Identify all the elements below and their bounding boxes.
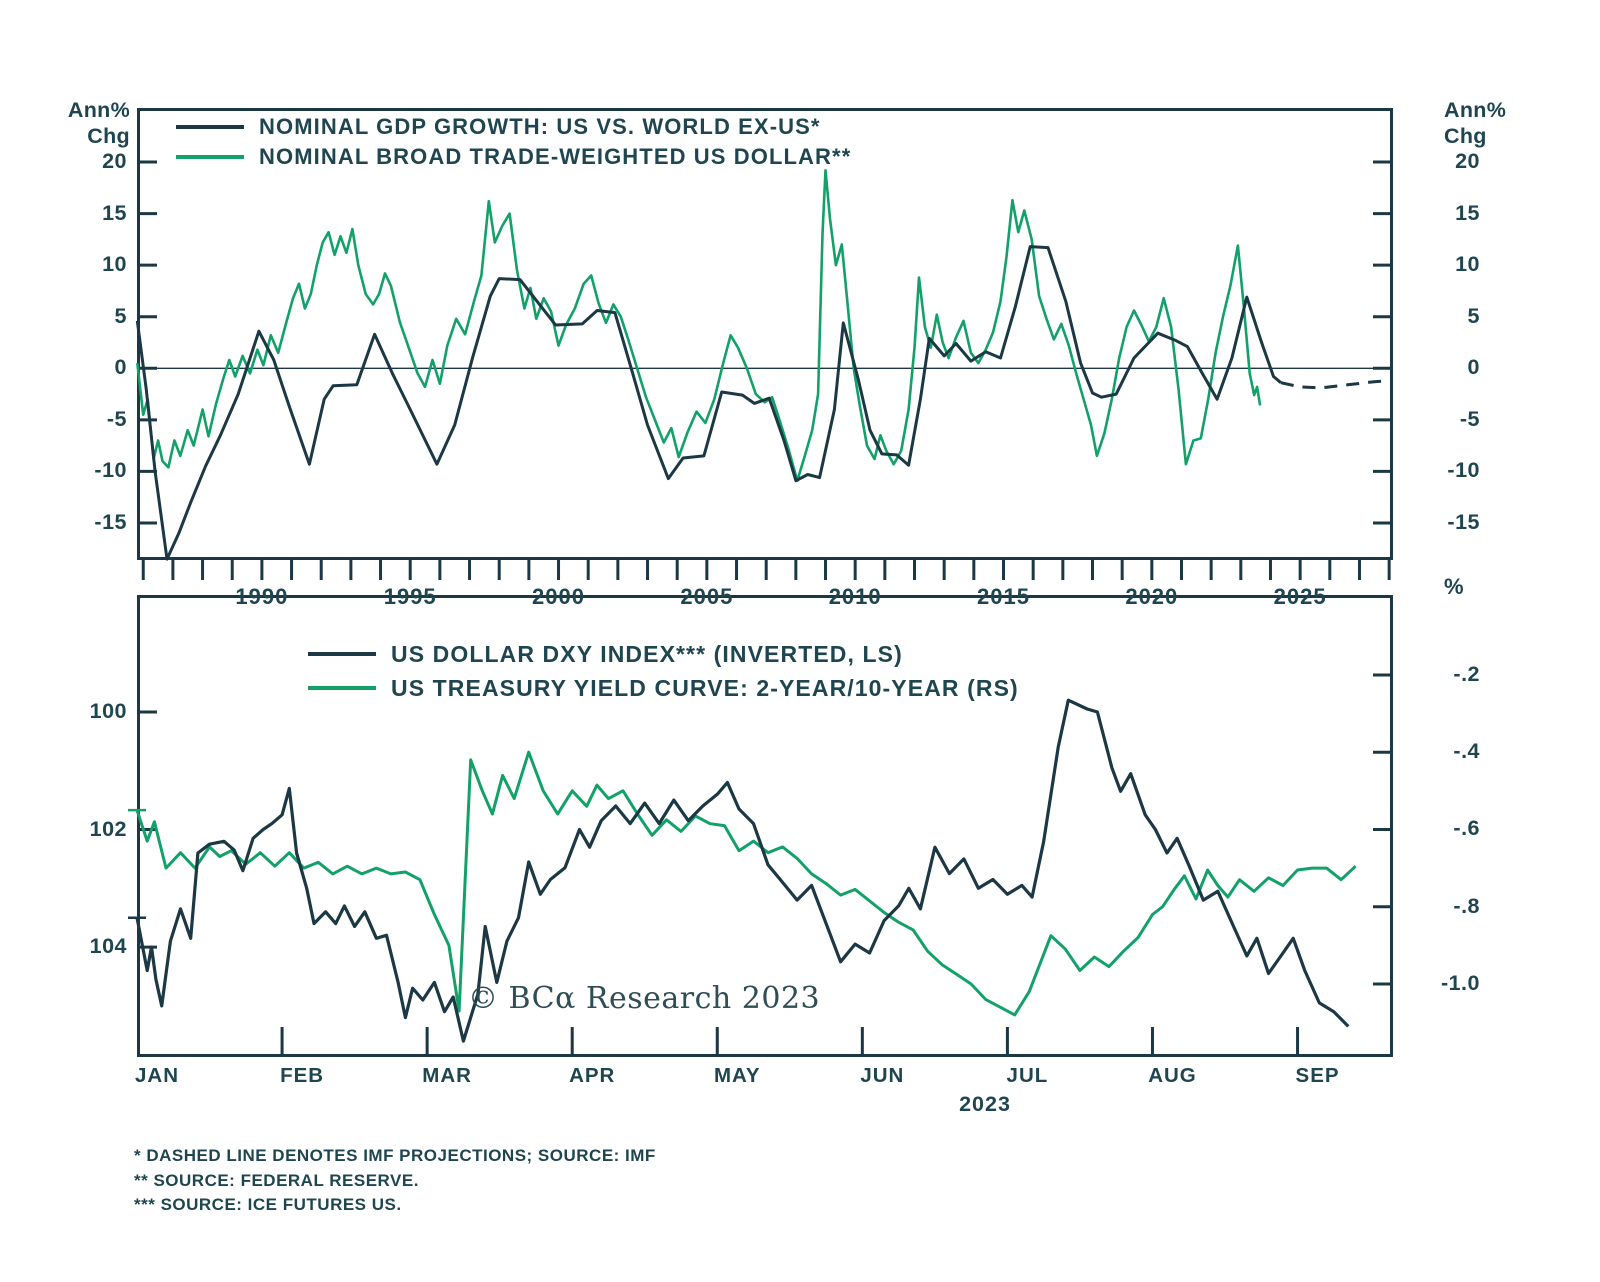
legend-item: NOMINAL BROAD TRADE-WEIGHTED US DOLLAR** [176, 142, 851, 172]
bottom-chart-svg [128, 595, 1393, 1057]
legend-label: NOMINAL GDP GROWTH: US VS. WORLD EX-US* [259, 114, 821, 139]
tick-label: 5 [1467, 303, 1480, 328]
tick-label: MAY [713, 1064, 761, 1087]
tick-label: -10 [94, 458, 127, 483]
legend-item: US TREASURY YIELD CURVE: 2-YEAR/10-YEAR … [308, 671, 1019, 705]
legend-item: NOMINAL GDP GROWTH: US VS. WORLD EX-US* [176, 112, 851, 142]
dollar-line-swatch [176, 155, 244, 159]
tick-label: -.2 [1453, 661, 1480, 686]
tick-label: 0 [1467, 355, 1480, 380]
footnote-line: * DASHED LINE DENOTES IMF PROJECTIONS; S… [134, 1146, 656, 1165]
tick-label: -1.0 [1440, 970, 1480, 995]
tick-label: AUG [1148, 1064, 1197, 1087]
tick-label: 2010 [828, 584, 882, 609]
top-legend: NOMINAL GDP GROWTH: US VS. WORLD EX-US* … [176, 112, 851, 172]
footnote-line: ** SOURCE: FEDERAL RESERVE. [134, 1170, 419, 1190]
tick-label: 2025 [1273, 584, 1327, 609]
tick-label: SEP [1295, 1064, 1340, 1087]
tick-label: -.6 [1453, 816, 1480, 841]
tick-label: 2015 [977, 584, 1030, 609]
copyright-text: © BCα Research 2023 [468, 981, 821, 1016]
tick-label: JUL [1006, 1064, 1049, 1087]
tick-label: 15 [102, 200, 127, 225]
tick-label: 104 [89, 934, 127, 959]
tick-label: -.8 [1453, 893, 1480, 918]
axis-unit-line: Chg [87, 124, 130, 148]
legend-label: US TREASURY YIELD CURVE: 2-YEAR/10-YEAR … [391, 674, 1019, 701]
tick-label: 20 [102, 149, 127, 174]
legend-item: US DOLLAR DXY INDEX*** (INVERTED, LS) [308, 637, 1019, 671]
tick-label: APR [569, 1064, 616, 1087]
tick-label: MAR [422, 1064, 472, 1087]
bottom-right-axis-unit: % [1444, 574, 1464, 599]
tick-label: FEB [280, 1064, 325, 1087]
axis-unit-top-right: Ann% Chg [1444, 97, 1506, 149]
tick-label: 0 [114, 355, 127, 380]
tick-label: -15 [94, 509, 127, 534]
gdp-line-swatch [176, 125, 244, 129]
tick-label: 10 [102, 252, 127, 277]
bottom-legend: US DOLLAR DXY INDEX*** (INVERTED, LS) US… [308, 637, 1019, 705]
legend-label: US DOLLAR DXY INDEX*** (INVERTED, LS) [391, 640, 903, 667]
tick-label: 2020 [1125, 584, 1179, 609]
tick-label: JUN [860, 1064, 905, 1087]
x-axis-year-label: 2023 [959, 1092, 1011, 1116]
footnotes: * DASHED LINE DENOTES IMF PROJECTIONS; S… [134, 1144, 656, 1218]
tick-label: 2005 [680, 584, 734, 609]
axis-unit-line: Chg [1444, 124, 1487, 148]
tick-label: 15 [1455, 200, 1480, 225]
tick-label: JAN [135, 1064, 180, 1087]
yield-curve-line-swatch [308, 686, 376, 690]
tick-label: -10 [1447, 458, 1480, 483]
tick-label: 1990 [235, 584, 289, 609]
dxy-line-swatch [308, 652, 376, 656]
tick-label: -15 [1447, 509, 1480, 534]
top-chart-svg [135, 108, 1393, 580]
tick-label: -.4 [1453, 739, 1480, 764]
footnote-line: *** SOURCE: ICE FUTURES US. [134, 1195, 402, 1214]
axis-unit-line: Ann% [1444, 98, 1507, 122]
tick-label: 20 [1455, 149, 1480, 174]
tick-label: 10 [1455, 252, 1480, 277]
tick-label: 2000 [532, 584, 585, 609]
axis-unit-top-left: Ann% Chg [40, 97, 130, 149]
tick-label: 1995 [383, 584, 437, 609]
tick-label: 102 [89, 816, 127, 841]
tick-label: -5 [1459, 406, 1480, 431]
legend-label: NOMINAL BROAD TRADE-WEIGHTED US DOLLAR** [259, 144, 852, 169]
tick-label: 100 [89, 698, 127, 723]
tick-label: 5 [114, 303, 127, 328]
axis-unit-line: Ann% [67, 98, 130, 122]
tick-label: -5 [106, 406, 127, 431]
